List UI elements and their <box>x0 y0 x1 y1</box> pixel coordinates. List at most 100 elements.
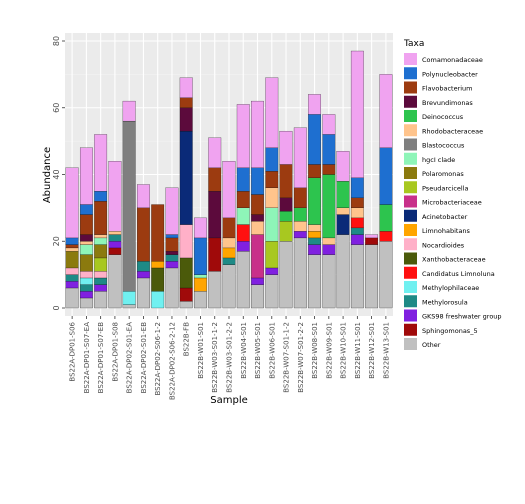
x-tick-label: BS22A-DP02-S01-EB <box>140 322 148 394</box>
bar-segment <box>308 177 321 225</box>
bar-stack <box>222 161 236 309</box>
bar-segment <box>94 234 108 239</box>
bar-segment <box>251 284 264 309</box>
x-tick-label: BS22A-DP01-S07-EA <box>83 322 91 394</box>
bar-segment <box>308 244 321 255</box>
bar-segment <box>208 271 222 309</box>
bar-segment <box>222 247 236 259</box>
axis-layer: 0 20 40 60 80 BS22A-DP01-S06 BS22A-DP01-S07-EA… <box>52 36 390 400</box>
bar-segment <box>208 167 222 192</box>
bar-stack <box>279 130 293 309</box>
bar-segment <box>308 114 321 165</box>
bar-segment <box>65 251 79 269</box>
bar-segment <box>94 277 108 285</box>
legend-swatch <box>404 224 417 236</box>
bar-segment <box>222 237 236 249</box>
x-tick-label: BS22B-W05-S01 <box>254 322 262 379</box>
bar-segment <box>322 134 336 165</box>
legend-swatch <box>404 95 417 108</box>
legend-swatch <box>404 152 417 165</box>
bar-segment <box>65 167 79 239</box>
bar-segment <box>79 277 93 285</box>
x-tick-label: BS22B-W13-S01 <box>382 322 390 379</box>
legend-label: Microbacteriaceae <box>422 199 482 207</box>
bar-segment <box>251 214 264 222</box>
legend-swatch <box>404 252 417 265</box>
bar-stack <box>322 114 336 309</box>
legend-label: Limnohabitans <box>422 227 471 235</box>
bar-segment <box>165 267 179 309</box>
legend-swatch <box>404 67 417 80</box>
bar-segment <box>279 164 293 198</box>
legend-swatch <box>404 295 417 308</box>
y-tick-label: 80 <box>52 36 61 46</box>
legend: Taxa Comamonadaceae Polynucleobacter Flavo… <box>403 39 502 350</box>
bar-segment <box>236 251 250 309</box>
bar-segment <box>350 217 364 229</box>
bar-segment <box>94 201 108 235</box>
legend-label: Other <box>422 341 441 349</box>
bar-segment <box>308 224 321 232</box>
bar-segment <box>108 247 122 255</box>
bar-segment <box>108 234 122 242</box>
bar-segment <box>94 271 108 279</box>
legend-title: Taxa <box>403 39 424 49</box>
legend-swatch <box>404 81 417 94</box>
bar-segment <box>265 241 279 269</box>
bar-segment <box>236 241 250 252</box>
bar-segment <box>79 284 93 292</box>
x-tick-label: BS22B-W06-S01 <box>268 322 276 379</box>
legend-label: Acinetobacter <box>422 213 468 221</box>
legend-swatch <box>404 138 417 151</box>
x-tick-label: BS22A-DP01-S07-EB <box>97 322 105 394</box>
bar-segment <box>208 237 222 272</box>
bar-segment <box>94 284 108 292</box>
bar-stack <box>236 104 250 309</box>
bar-segment <box>236 104 250 168</box>
bar-segment <box>293 221 307 232</box>
bar-segment <box>165 234 179 239</box>
bar-segment <box>251 194 264 215</box>
bar-segment <box>251 234 264 279</box>
bar-segment <box>308 94 321 115</box>
bar-segment <box>79 204 93 215</box>
legend-label: Polynucleobacter <box>422 70 478 78</box>
x-tick-label: BS22B-W03-S01-1-2 <box>211 322 219 393</box>
bar-segment <box>165 187 179 235</box>
bar-segment <box>65 247 79 252</box>
bar-segment <box>350 50 364 178</box>
bars-layer <box>65 50 393 309</box>
bar-segment <box>179 97 193 108</box>
bar-segment <box>179 257 193 289</box>
bar-segment <box>65 274 79 282</box>
bar-segment <box>194 274 207 279</box>
y-tick-label: 20 <box>52 236 61 246</box>
bar-segment <box>222 217 236 239</box>
bar-segment <box>79 297 93 309</box>
bar-segment <box>179 130 193 225</box>
bar-stack <box>122 100 136 309</box>
legend-label: Deinococcus <box>422 113 464 121</box>
legend-label: Comamonadaceae <box>422 56 483 64</box>
bar-stack <box>265 77 279 309</box>
bar-segment <box>336 181 350 209</box>
legend-swatch <box>404 181 417 194</box>
legend-swatch <box>404 195 417 208</box>
bar-stack <box>79 147 93 309</box>
x-axis-title: Sample <box>210 395 248 406</box>
legend-label: Blastococcus <box>422 142 465 150</box>
bar-segment <box>322 164 336 175</box>
bar-stack <box>365 234 379 309</box>
bar-segment <box>179 77 193 98</box>
bar-segment <box>279 130 293 165</box>
bar-segment <box>122 120 136 292</box>
bar-segment <box>165 254 179 262</box>
bar-segment <box>308 231 321 239</box>
bar-segment <box>236 207 250 225</box>
legend-swatch <box>404 209 417 222</box>
bar-stack <box>108 161 122 309</box>
x-tick-label: BS22B-W12-S01 <box>368 322 376 379</box>
legend-label: Flavobacterium <box>422 85 473 93</box>
bar-segment <box>350 244 364 309</box>
bar-segment <box>79 241 93 245</box>
